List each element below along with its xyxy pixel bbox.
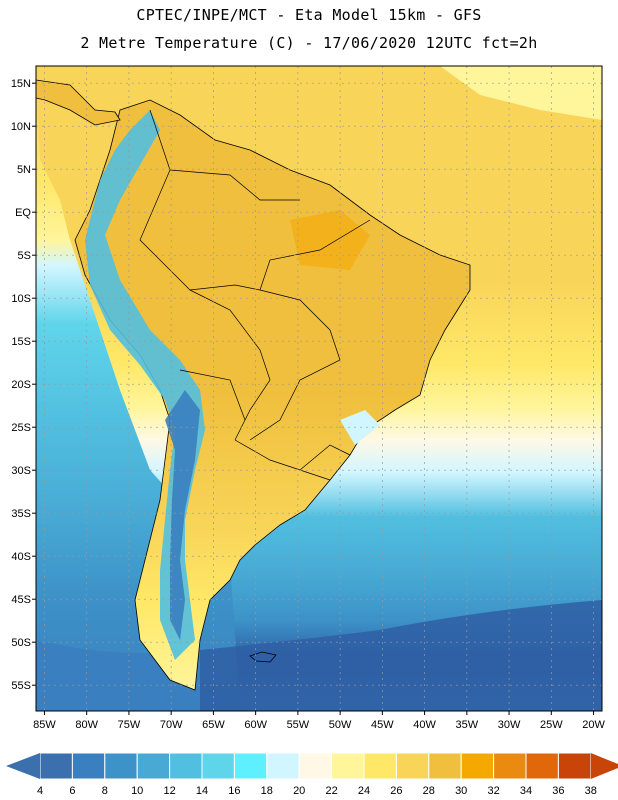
- colorbar-swatch: [266, 752, 300, 780]
- latitude-tick-label: 10N: [11, 121, 31, 133]
- colorbar: 4 6 8 10 12 14 16 18 20 22 24 26 28 30 32 34 36 38: [6, 752, 618, 797]
- colorbar-swatch: [460, 752, 495, 780]
- longitude-tick-label: 50W: [329, 719, 352, 731]
- colorbar-swatch: [201, 752, 235, 780]
- colorbar-label: 32: [487, 785, 499, 797]
- latitude-tick-label: 50S: [11, 637, 31, 649]
- colorbar-label: 24: [358, 785, 370, 797]
- temperature-map: 15N 10N 5N EQ 5S 10S 15S 20S 25S 30S 35S 40S 45S 50S 5…: [11, 65, 605, 731]
- longitude-tick-label: 55W: [287, 719, 310, 731]
- graticule: [36, 66, 602, 711]
- longitude-tick-label: 45W: [371, 719, 394, 731]
- longitude-tick-label: 70W: [160, 719, 183, 731]
- colorbar-swatch: [557, 752, 592, 780]
- colorbar-swatch: [169, 752, 203, 780]
- colorbar-label: 8: [102, 785, 108, 797]
- colorbar-low-arrow: [6, 753, 40, 779]
- latitude-tick-label: 25S: [11, 422, 31, 434]
- colorbar-label: 38: [585, 785, 597, 797]
- colorbar-swatch: [428, 752, 462, 780]
- colorbar-label: 36: [552, 785, 564, 797]
- country-borders: [139, 109, 371, 481]
- latitude-tick-label: 15N: [11, 78, 31, 90]
- colorbar-label: 10: [131, 785, 143, 797]
- longitude-tick-label: 25W: [540, 719, 563, 731]
- central-america-land: [36, 79, 121, 126]
- warm-band-north: [440, 66, 602, 120]
- latitude-tick-label: 35S: [11, 508, 31, 520]
- colorbar-label: 28: [423, 785, 435, 797]
- colorbar-label: 12: [163, 785, 175, 797]
- longitude-tick-label: 75W: [118, 719, 141, 731]
- colorbar-swatch: [71, 752, 106, 780]
- latitude-tick-label: 45S: [11, 594, 31, 606]
- colorbar-label: 22: [325, 785, 337, 797]
- latitude-tick-label: EQ: [15, 207, 31, 219]
- longitude-tick-label: 65W: [202, 719, 225, 731]
- longitude-tick-label: 20W: [582, 719, 605, 731]
- colorbar-label: 18: [261, 785, 273, 797]
- colorbar-label: 20: [293, 785, 305, 797]
- colorbar-labels: 4 6 8 10 12 14 16 18 20 22 24 26 28 30 32 34 36 38: [37, 785, 597, 797]
- latitude-axis: 15N 10N 5N EQ 5S 10S 15S 20S 25S 30S 35S 40S 45S 50S 5…: [11, 78, 36, 692]
- longitude-tick-label: 80W: [75, 719, 98, 731]
- colorbar-label: 14: [196, 785, 208, 797]
- latitude-tick-label: 20S: [11, 379, 31, 391]
- colorbar-swatch: [395, 752, 430, 780]
- colorbar-swatch: [39, 752, 73, 780]
- chart-title-line-2: 2 Metre Temperature (C) - 17/06/2020 12U…: [80, 34, 538, 52]
- latitude-tick-label: 55S: [11, 680, 31, 692]
- colorbar-label: 30: [455, 785, 467, 797]
- colorbar-label: 34: [520, 785, 532, 797]
- colorbar-swatch: [104, 752, 138, 780]
- colorbar-label: 4: [37, 785, 43, 797]
- colorbar-boxes: [6, 752, 618, 780]
- longitude-tick-label: 40W: [413, 719, 436, 731]
- colorbar-swatch: [493, 752, 527, 780]
- latitude-tick-label: 30S: [11, 465, 31, 477]
- falkland-islands: [249, 651, 277, 663]
- longitude-tick-label: 60W: [244, 719, 267, 731]
- latitude-tick-label: 5S: [18, 250, 31, 262]
- map-frame: [35, 65, 603, 712]
- chart-title-line-1: CPTEC/INPE/MCT - Eta Model 15km - GFS: [136, 6, 482, 24]
- map-field: [36, 66, 602, 711]
- longitude-tick-label: 85W: [33, 719, 56, 731]
- colorbar-swatch: [136, 752, 171, 780]
- latitude-tick-label: 10S: [11, 293, 31, 305]
- colorbar-label: 6: [69, 785, 75, 797]
- latitude-tick-label: 15S: [11, 336, 31, 348]
- colorbar-label: 26: [390, 785, 402, 797]
- colorbar-swatch: [525, 752, 559, 780]
- colorbar-swatch: [233, 752, 268, 780]
- colorbar-swatch: [298, 752, 333, 780]
- colorbar-swatch: [331, 752, 365, 780]
- colorbar-high-arrow: [590, 753, 618, 779]
- southern-ocean-field: [200, 600, 602, 711]
- andes-coldest-zone: [165, 390, 200, 640]
- longitude-axis: 85W 80W 75W 70W 65W 60W 55W 50W 45W 40W 35W 30W 25W 2…: [33, 711, 605, 731]
- latitude-tick-label: 40S: [11, 551, 31, 563]
- longitude-tick-label: 30W: [498, 719, 521, 731]
- longitude-tick-label: 35W: [456, 719, 479, 731]
- colorbar-swatch: [363, 752, 397, 780]
- latitude-tick-label: 5N: [17, 164, 31, 176]
- colorbar-label: 16: [228, 785, 240, 797]
